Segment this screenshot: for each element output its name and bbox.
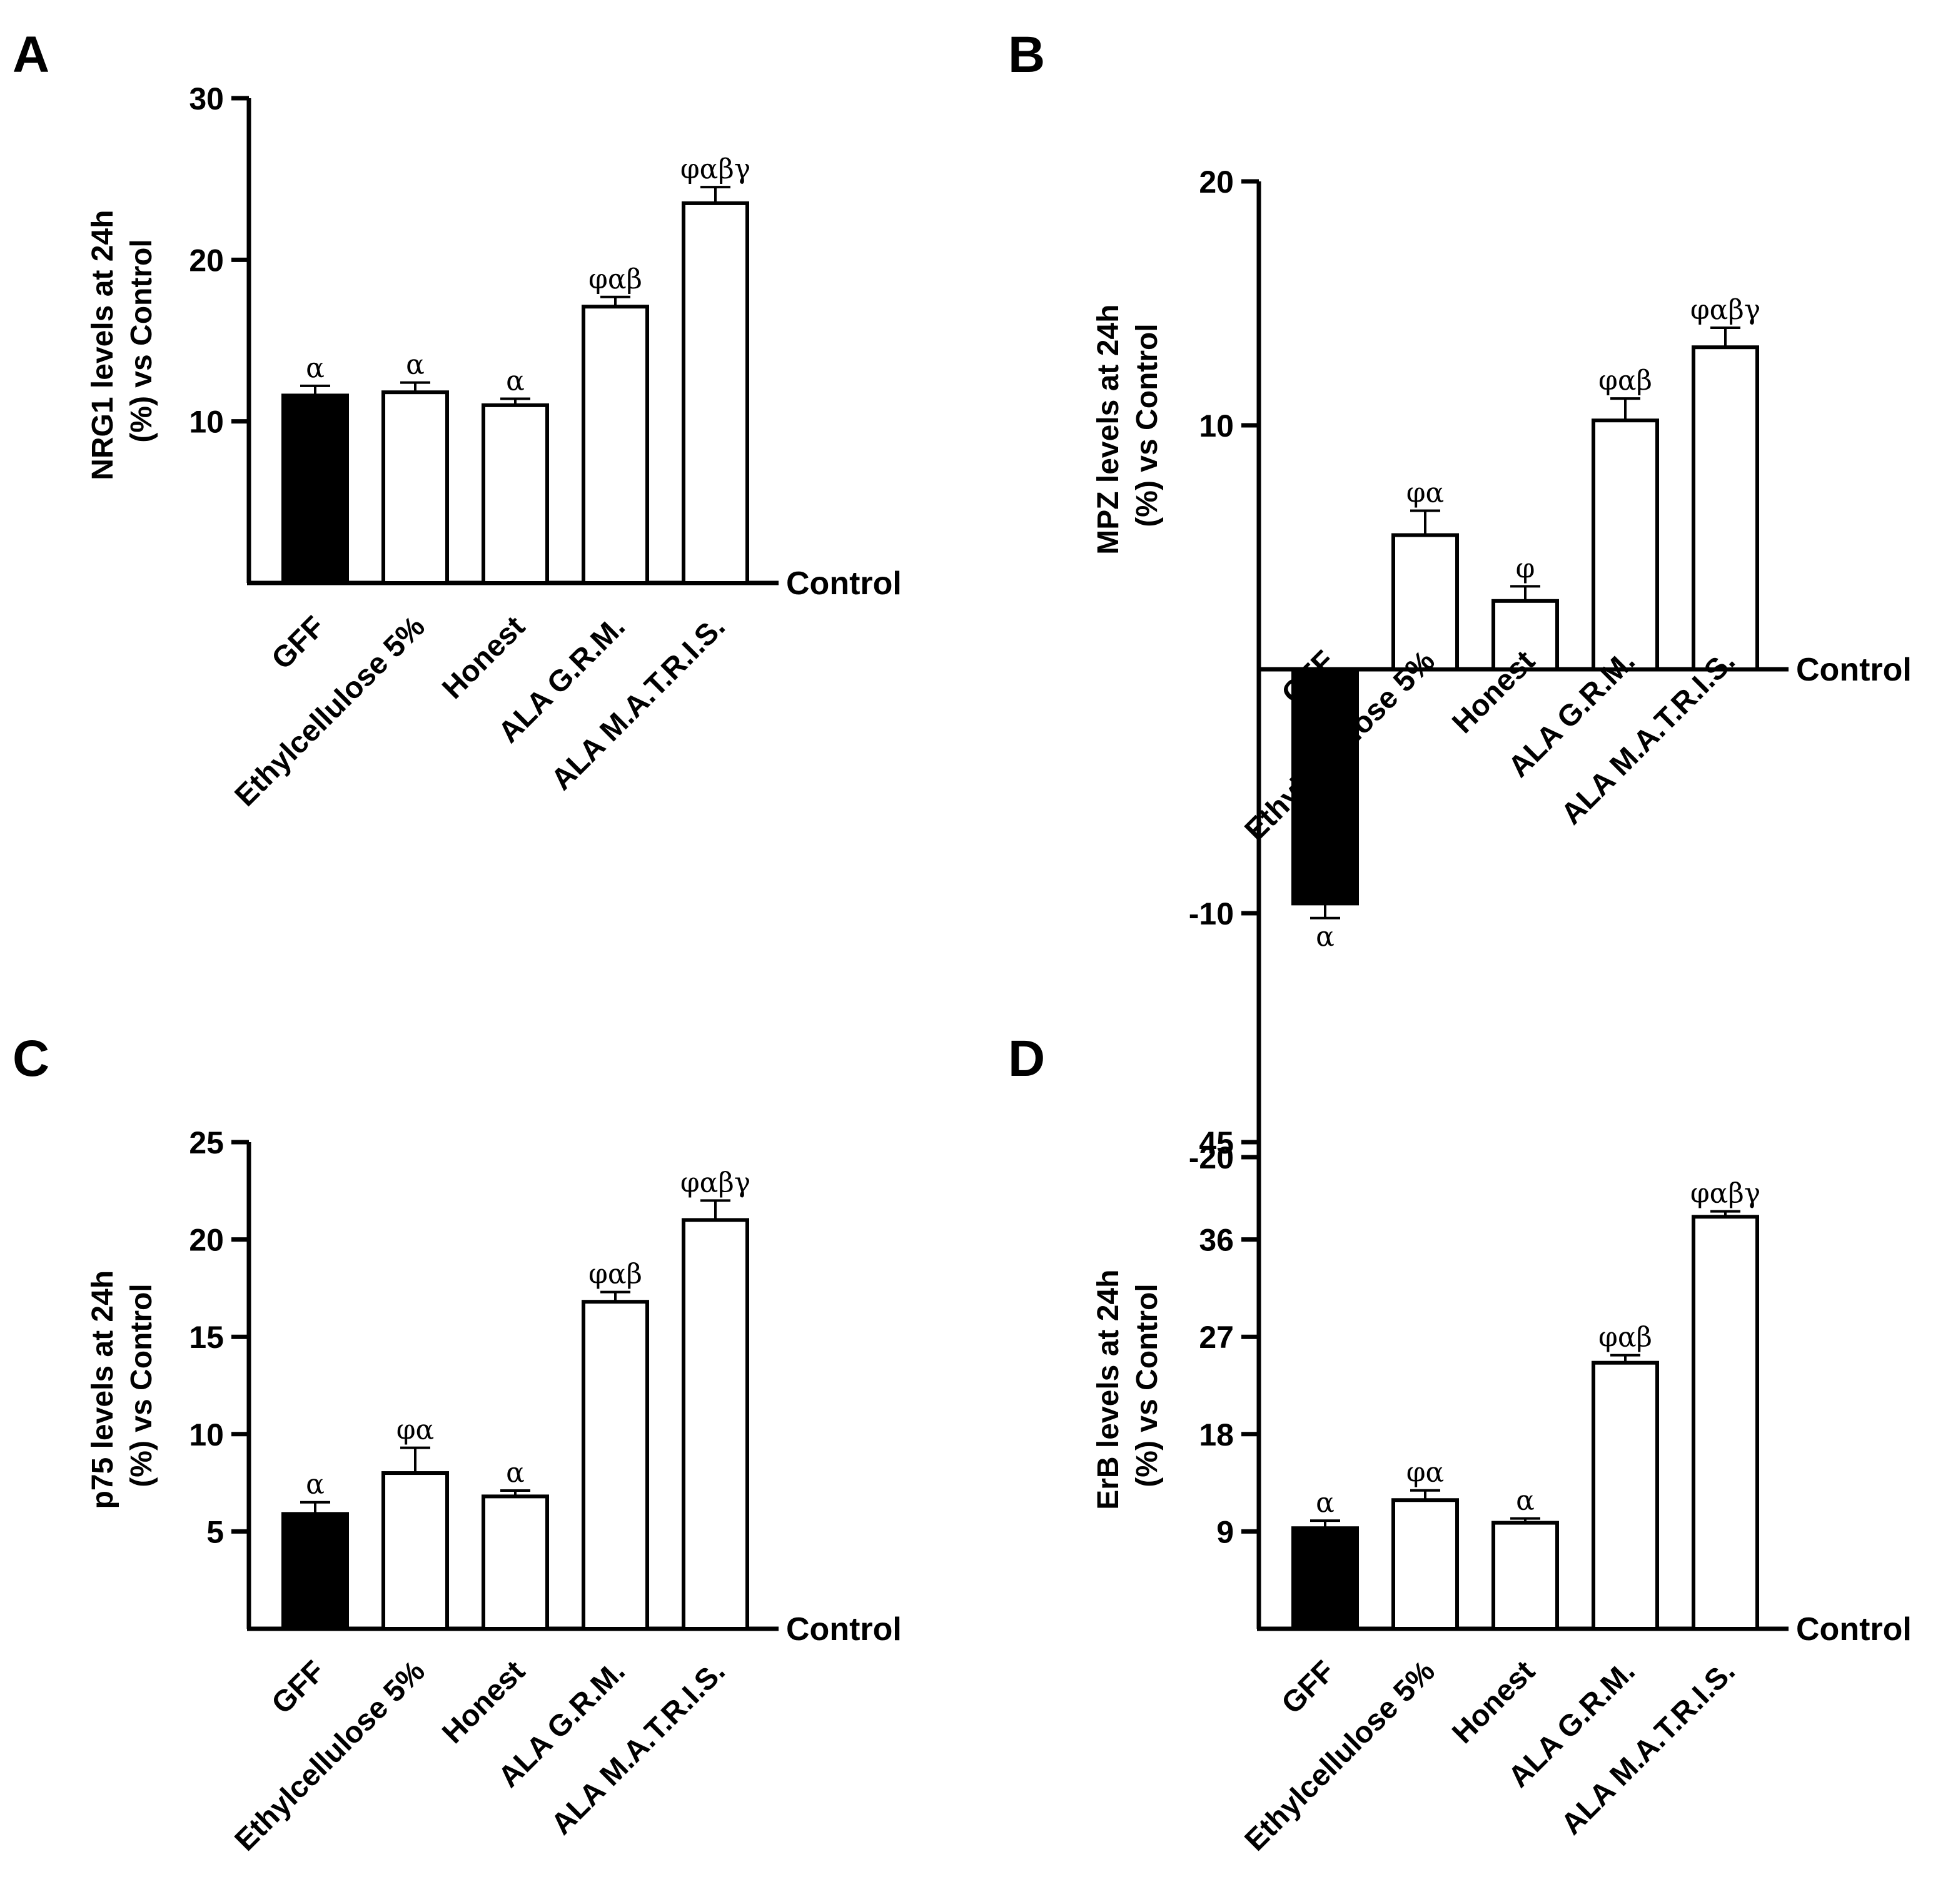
y-tick-label: 25 [189, 1125, 224, 1160]
significance-label: α [1316, 921, 1335, 953]
significance-label: α [506, 1457, 525, 1489]
y-axis-label-line1: MPZ levels at 24h [1092, 305, 1125, 555]
bar [582, 1300, 649, 1631]
y-axis-label-line1: ErB levels at 24h [1092, 1270, 1125, 1510]
y-tick-label: 20 [1199, 165, 1234, 200]
y-tick-label: 30 [189, 81, 224, 116]
significance-label: φαβγ [680, 1167, 750, 1198]
bar [1692, 1215, 1759, 1631]
panel-letter: A [13, 26, 49, 83]
significance-label: φα [1406, 1457, 1445, 1489]
y-axis-label-line1: NRG1 levels at 24h [86, 210, 119, 480]
significance-label: α [306, 352, 325, 384]
significance-label: α [506, 365, 525, 397]
panel-letter: B [1008, 26, 1045, 83]
significance-label: φα [396, 1414, 435, 1446]
y-axis-label-line2: (%) vs Control [1131, 1284, 1164, 1487]
bar [1592, 1360, 1659, 1631]
significance-label: α [406, 349, 425, 381]
significance-label: φαβ [588, 1258, 642, 1290]
y-tick-label: 20 [189, 1223, 224, 1258]
significance-label: φαβγ [680, 153, 750, 185]
bar [1391, 533, 1459, 671]
y-tick-label: 20 [189, 243, 224, 278]
bar [1491, 1521, 1559, 1631]
y-axis-label-line2: (%) vs Control [1131, 323, 1164, 527]
significance-label: φαβ [588, 263, 642, 295]
bar [582, 305, 649, 585]
y-tick-label: 10 [189, 405, 224, 440]
y-axis-label: MPZ levels at 24h (%) vs Control [1092, 296, 1164, 555]
bar [281, 1512, 349, 1631]
significance-label: α [1516, 1485, 1535, 1517]
significance-label: φα [1406, 477, 1445, 509]
bar [381, 1471, 449, 1631]
baseline-label: Control [1796, 652, 1912, 688]
bar [1291, 1526, 1359, 1631]
baseline-label: Control [786, 565, 902, 602]
y-axis-label-line2: (%) vs Control [125, 239, 158, 442]
y-tick-label: 27 [1199, 1320, 1234, 1355]
bar [482, 403, 549, 585]
significance-label: α [1316, 1487, 1335, 1519]
bar [682, 201, 749, 585]
y-tick-label: 9 [1216, 1514, 1234, 1549]
baseline-label: Control [1796, 1611, 1912, 1648]
significance-label: φ [1516, 552, 1535, 584]
bar [1391, 1498, 1459, 1631]
bar [1291, 667, 1359, 906]
y-tick-label: -10 [1189, 896, 1234, 931]
bar [682, 1218, 749, 1631]
y-axis-label: p75 levels at 24h (%) vs Control [86, 1262, 158, 1509]
significance-label: φαβγ [1690, 1178, 1760, 1210]
y-tick-label: 15 [189, 1320, 224, 1355]
significance-label: φαβ [1598, 1322, 1652, 1354]
panel-letter: D [1008, 1030, 1045, 1087]
y-tick-label: -20 [1189, 1140, 1234, 1175]
bar [1592, 418, 1659, 671]
bar [1491, 599, 1559, 671]
panel-letter: C [13, 1030, 49, 1087]
bar [1692, 345, 1759, 671]
y-axis-label: NRG1 levels at 24h (%) vs Control [86, 201, 158, 480]
y-axis-label-line2: (%) vs Control [125, 1284, 158, 1487]
baseline-label: Control [786, 1611, 902, 1648]
significance-label: α [306, 1469, 325, 1501]
y-axis-label-line1: p75 levels at 24h [86, 1270, 119, 1509]
significance-label: φαβγ [1690, 294, 1760, 326]
y-tick-label: 10 [189, 1417, 224, 1452]
y-axis-label: ErB levels at 24h (%) vs Control [1092, 1261, 1164, 1510]
y-tick-label: 45 [1199, 1125, 1234, 1160]
bar [281, 393, 349, 585]
y-tick-label: 18 [1199, 1417, 1234, 1452]
y-tick-label: 10 [1199, 408, 1234, 443]
bar [381, 390, 449, 585]
y-tick-label: 36 [1199, 1223, 1234, 1258]
significance-label: φαβ [1598, 365, 1652, 397]
y-tick-label: 5 [206, 1514, 224, 1549]
bar [482, 1494, 549, 1631]
